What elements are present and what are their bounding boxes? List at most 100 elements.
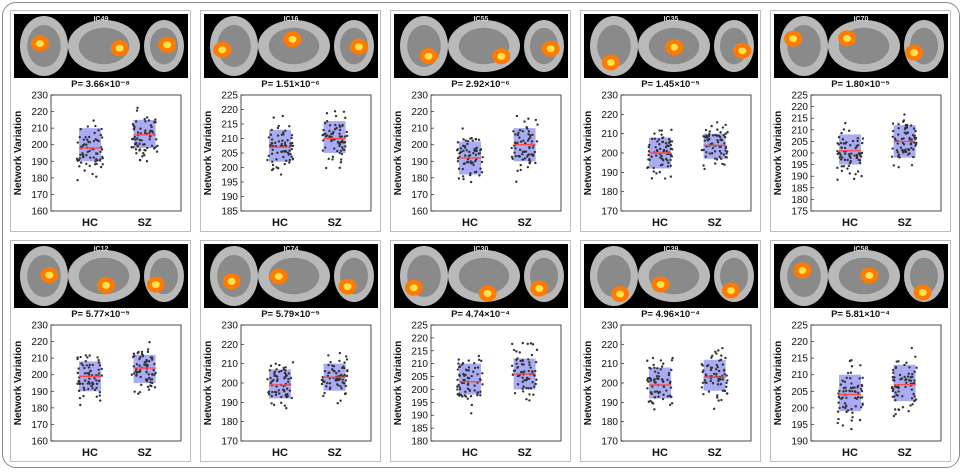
activation-core bbox=[483, 289, 492, 297]
data-point bbox=[903, 113, 906, 116]
data-point bbox=[271, 390, 274, 394]
data-point bbox=[841, 396, 844, 399]
x-category-label: HC bbox=[652, 217, 668, 229]
data-point bbox=[462, 372, 465, 376]
data-point bbox=[708, 152, 712, 155]
data-point bbox=[837, 417, 840, 421]
data-point bbox=[651, 385, 654, 388]
data-point bbox=[329, 361, 332, 364]
data-point bbox=[510, 155, 514, 159]
data-point bbox=[842, 142, 846, 145]
data-point bbox=[525, 125, 528, 129]
data-point bbox=[94, 124, 97, 128]
data-point bbox=[97, 358, 100, 362]
data-point bbox=[909, 142, 913, 145]
data-point bbox=[711, 382, 715, 385]
data-point bbox=[894, 385, 897, 388]
data-point bbox=[519, 359, 522, 363]
component-label: IC70 bbox=[853, 16, 869, 23]
data-point bbox=[850, 407, 853, 411]
data-point bbox=[512, 348, 516, 352]
data-point bbox=[287, 377, 290, 381]
data-point bbox=[838, 406, 841, 410]
data-point bbox=[150, 378, 154, 381]
data-point bbox=[93, 388, 97, 392]
data-point bbox=[271, 148, 274, 152]
data-point bbox=[841, 138, 845, 141]
data-point bbox=[100, 148, 104, 151]
data-point bbox=[526, 342, 529, 346]
data-point bbox=[671, 356, 674, 360]
data-point bbox=[338, 128, 342, 132]
data-point bbox=[284, 366, 287, 369]
y-tick-label: 220 bbox=[601, 110, 618, 121]
data-point bbox=[705, 381, 708, 385]
component-label: IC49 bbox=[93, 16, 109, 23]
data-point bbox=[89, 369, 92, 373]
data-point bbox=[468, 389, 472, 392]
data-point bbox=[719, 131, 722, 134]
data-point bbox=[86, 150, 90, 154]
data-point bbox=[333, 110, 337, 113]
data-point bbox=[890, 155, 894, 158]
data-point bbox=[285, 406, 288, 410]
data-point bbox=[526, 139, 530, 142]
data-point bbox=[323, 380, 326, 383]
data-point bbox=[719, 358, 723, 362]
data-point bbox=[647, 145, 650, 149]
data-point bbox=[724, 356, 727, 360]
data-point bbox=[97, 372, 101, 375]
data-point bbox=[478, 152, 482, 155]
data-point bbox=[76, 159, 80, 163]
data-point bbox=[534, 118, 538, 122]
data-point bbox=[651, 401, 654, 404]
p-value-label: P= 1.80×10⁻⁵ bbox=[831, 79, 890, 90]
data-point bbox=[721, 378, 724, 381]
y-tick-label: 230 bbox=[31, 91, 48, 102]
data-point bbox=[345, 358, 349, 361]
data-point bbox=[98, 391, 102, 394]
data-point bbox=[331, 158, 334, 161]
data-point bbox=[149, 381, 152, 384]
data-point bbox=[283, 404, 287, 407]
y-tick-label: 180 bbox=[601, 417, 618, 428]
data-point bbox=[914, 144, 917, 147]
data-point bbox=[457, 358, 460, 361]
data-point bbox=[469, 180, 473, 184]
data-point bbox=[901, 405, 905, 409]
data-point bbox=[472, 370, 475, 373]
data-point bbox=[906, 131, 909, 135]
data-point bbox=[154, 145, 157, 149]
data-point bbox=[515, 180, 518, 183]
data-point bbox=[81, 155, 85, 159]
data-point bbox=[903, 375, 906, 379]
data-point bbox=[339, 161, 343, 164]
data-point bbox=[911, 373, 914, 376]
data-point bbox=[849, 156, 852, 160]
data-point bbox=[145, 160, 149, 163]
data-point bbox=[907, 379, 911, 382]
y-tick-label: 215 bbox=[221, 120, 238, 131]
data-point bbox=[719, 378, 722, 381]
data-point bbox=[338, 125, 342, 129]
data-point bbox=[849, 371, 853, 374]
data-point bbox=[669, 386, 673, 389]
y-tick-label: 225 bbox=[221, 91, 238, 102]
y-axis-label: Network Variation bbox=[583, 111, 594, 195]
network-variation-plot: 190 195 200 205 210 215 220 225 Network Variatio… bbox=[773, 321, 942, 459]
data-point bbox=[653, 132, 656, 135]
data-point bbox=[473, 366, 477, 370]
data-point bbox=[341, 123, 344, 127]
data-point bbox=[133, 390, 136, 393]
y-tick-label: 180 bbox=[31, 173, 48, 184]
data-point bbox=[856, 396, 860, 399]
data-point bbox=[142, 143, 145, 146]
data-point bbox=[474, 137, 478, 141]
data-point bbox=[84, 136, 87, 139]
data-point bbox=[468, 150, 471, 154]
data-point bbox=[714, 350, 717, 354]
data-point bbox=[330, 135, 333, 139]
data-point bbox=[724, 149, 727, 152]
data-point bbox=[82, 386, 86, 390]
data-point bbox=[140, 383, 143, 387]
